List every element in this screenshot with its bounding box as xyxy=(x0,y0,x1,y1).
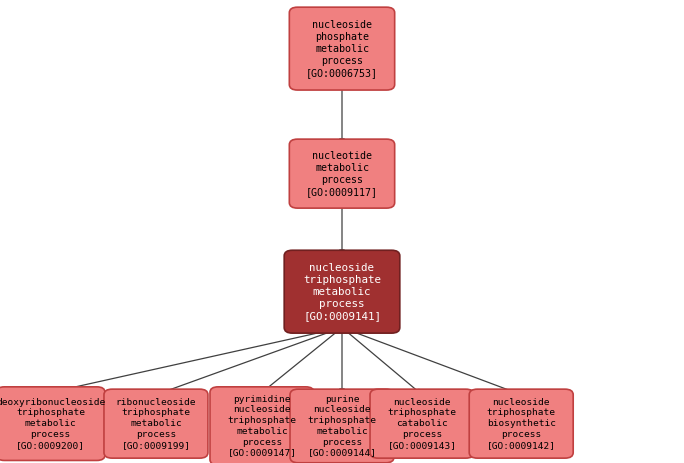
FancyBboxPatch shape xyxy=(104,389,208,458)
FancyBboxPatch shape xyxy=(210,387,314,463)
FancyBboxPatch shape xyxy=(290,389,394,463)
FancyBboxPatch shape xyxy=(285,250,399,333)
Text: deoxyribonucleoside
triphosphate
metabolic
process
[GO:0009200]: deoxyribonucleoside triphosphate metabol… xyxy=(0,398,105,450)
FancyBboxPatch shape xyxy=(0,387,105,460)
FancyBboxPatch shape xyxy=(370,389,474,458)
Text: pyrimidine
nucleoside
triphosphate
metabolic
process
[GO:0009147]: pyrimidine nucleoside triphosphate metab… xyxy=(228,394,296,457)
Text: purine
nucleoside
triphosphate
metabolic
process
[GO:0009144]: purine nucleoside triphosphate metabolic… xyxy=(308,394,376,457)
FancyBboxPatch shape xyxy=(289,7,395,90)
Text: ribonucleoside
triphosphate
metabolic
process
[GO:0009199]: ribonucleoside triphosphate metabolic pr… xyxy=(116,398,196,450)
Text: nucleoside
triphosphate
biosynthetic
process
[GO:0009142]: nucleoside triphosphate biosynthetic pro… xyxy=(487,398,555,450)
FancyBboxPatch shape xyxy=(289,139,395,208)
Text: nucleotide
metabolic
process
[GO:0009117]: nucleotide metabolic process [GO:0009117… xyxy=(306,150,378,197)
FancyBboxPatch shape xyxy=(469,389,573,458)
Text: nucleoside
triphosphate
catabolic
process
[GO:0009143]: nucleoside triphosphate catabolic proces… xyxy=(388,398,456,450)
Text: nucleoside
triphosphate
metabolic
process
[GO:0009141]: nucleoside triphosphate metabolic proces… xyxy=(303,263,381,321)
Text: nucleoside
phosphate
metabolic
process
[GO:0006753]: nucleoside phosphate metabolic process [… xyxy=(306,19,378,78)
